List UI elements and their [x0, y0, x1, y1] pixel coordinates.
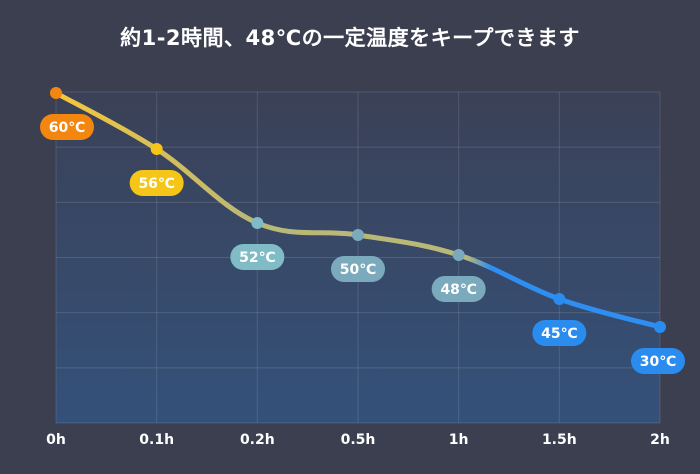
x-tick-label: 0h [46, 432, 66, 448]
data-point [553, 293, 566, 305]
data-label: 52℃ [230, 244, 285, 270]
data-label-text: 60℃ [49, 120, 85, 136]
data-label: 56℃ [129, 170, 184, 196]
x-tick-label: 0.5h [341, 432, 376, 448]
data-label-pill [129, 170, 184, 196]
data-label: 48℃ [431, 276, 486, 302]
data-label-pill [230, 244, 285, 270]
data-label-pill [631, 348, 685, 374]
x-tick-label: 1h [449, 432, 469, 448]
chart-title: 約1-2時間、48℃の一定温度をキープできます [120, 26, 580, 50]
data-point [50, 87, 62, 99]
data-point [654, 321, 666, 333]
x-tick-label: 0.2h [240, 432, 275, 448]
data-label: 50℃ [331, 256, 385, 282]
data-label-pill [40, 114, 94, 140]
x-tick-label: 0.1h [139, 432, 174, 448]
data-point [150, 143, 163, 155]
data-point [251, 217, 264, 229]
data-label-text: 30℃ [640, 354, 676, 370]
data-label-pill [331, 256, 385, 282]
data-point [352, 229, 364, 241]
x-axis-ticks: 0h 0.1h 0.2h 0.5h 1h 1.5h 2h [46, 432, 670, 448]
data-label: 30℃ [631, 348, 685, 374]
data-label: 60℃ [40, 114, 94, 140]
data-label-text: 48℃ [440, 282, 476, 298]
data-label-text: 45℃ [541, 326, 577, 342]
data-label-pill [431, 276, 486, 302]
data-label-text: 56℃ [138, 176, 174, 192]
x-tick-label: 1.5h [542, 432, 577, 448]
data-label-pill [532, 320, 587, 346]
x-tick-label: 2h [650, 432, 670, 448]
data-label: 45℃ [532, 320, 587, 346]
data-points [50, 87, 666, 333]
data-label-text: 52℃ [239, 250, 275, 266]
data-point [452, 249, 465, 261]
data-label-text: 50℃ [340, 262, 376, 278]
data-labels: 60℃ 56℃ 52℃ 50℃ 48℃ 45℃ 30℃ [40, 114, 685, 374]
